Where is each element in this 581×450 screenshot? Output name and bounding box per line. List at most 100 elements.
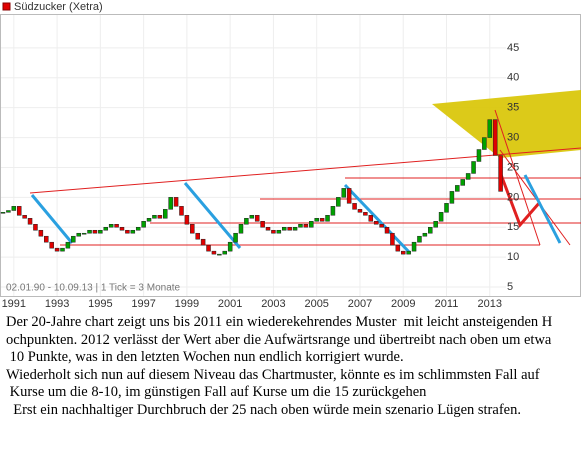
blue-line (343, 183, 412, 255)
candle (6, 210, 11, 213)
candle (190, 224, 195, 234)
y-tick-label: 45 (507, 42, 519, 54)
y-tick-label: 15 (507, 221, 519, 233)
chart: Südzucker (Xetra) 02.01.90 - 10.09.13 | … (0, 1, 581, 310)
text-line: 10 Punkte, was in den letzten Wochen nun… (6, 349, 404, 365)
candle (406, 250, 411, 255)
candle (119, 226, 125, 231)
candle (33, 224, 38, 231)
candle (0, 212, 6, 214)
candle (482, 137, 487, 150)
candle (438, 212, 444, 222)
candle (141, 221, 146, 228)
candle (390, 232, 395, 246)
x-tick-label: 2009 (391, 298, 415, 310)
y-tick-label: 30 (507, 131, 519, 143)
candle (98, 229, 103, 234)
candle (71, 235, 76, 243)
y-tick-label: 10 (507, 251, 519, 263)
candle (276, 229, 282, 234)
candle (341, 188, 346, 198)
candle (179, 206, 184, 216)
candle (330, 206, 336, 216)
candle (455, 185, 460, 192)
x-tick-label: 2003 (261, 298, 285, 310)
trend-line (29, 147, 581, 194)
blue-line (183, 182, 242, 249)
x-tick-label: 2001 (218, 298, 242, 310)
candle (309, 221, 314, 228)
candle (487, 119, 493, 138)
x-tick-label: 2011 (435, 298, 459, 310)
annotations (29, 90, 581, 255)
x-tick-label: 1991 (2, 298, 26, 310)
candle (195, 232, 200, 240)
candle (200, 238, 206, 246)
text-line: Wiederholt sich nun auf diesem Niveau da… (6, 366, 540, 383)
channel-line (494, 109, 541, 246)
candle (244, 218, 249, 225)
x-tick-label: 2007 (348, 298, 372, 310)
candle (433, 221, 438, 228)
candle (65, 241, 71, 249)
legend-swatch (2, 2, 11, 11)
candle (265, 226, 271, 231)
y-tick-label: 35 (507, 102, 519, 114)
candle (92, 229, 98, 234)
candle (271, 229, 276, 234)
y-tick-label: 5 (507, 281, 513, 293)
candle (217, 253, 222, 256)
candle (254, 215, 260, 222)
candle (103, 226, 109, 231)
candle (298, 224, 303, 228)
y-tick-label: 25 (507, 161, 519, 173)
x-tick-label: 2013 (478, 298, 502, 310)
candle (238, 224, 244, 234)
forecast-arrow (498, 171, 542, 228)
candle (168, 197, 173, 210)
candle (87, 229, 92, 234)
candle (152, 215, 157, 219)
candle (146, 218, 152, 222)
candle (346, 188, 352, 204)
x-tick-label: 1995 (88, 298, 112, 310)
candle (184, 215, 190, 225)
candle (325, 215, 330, 222)
candle (16, 206, 22, 216)
candle (222, 250, 228, 255)
candle (395, 244, 401, 252)
y-tick-label: 20 (507, 191, 519, 203)
x-tick-label: 1997 (131, 298, 155, 310)
candle (125, 229, 130, 234)
candle (471, 161, 476, 174)
candle (173, 197, 179, 207)
candle (476, 149, 482, 162)
text-line: Erst ein nachhaltiger Durchbruch der 25 … (6, 401, 521, 418)
yellow-zone (432, 90, 581, 158)
candle (38, 229, 44, 237)
x-tick-label: 1993 (45, 298, 69, 310)
candle (281, 226, 287, 231)
candle (357, 209, 363, 213)
candle (287, 226, 292, 231)
blue-line (523, 174, 562, 244)
candle (303, 224, 309, 228)
candle (368, 215, 374, 222)
candle (314, 218, 319, 222)
candle (81, 232, 87, 235)
candle (114, 224, 119, 228)
description: Der 20-Jahre chart zeigt uns bis 2011 ei… (6, 314, 581, 419)
candle (363, 212, 368, 216)
candle (292, 226, 298, 231)
candle (130, 229, 136, 234)
candle (373, 221, 379, 225)
candle (449, 191, 455, 204)
candle (465, 173, 471, 180)
candle (27, 218, 33, 225)
candle (400, 250, 406, 255)
candle (44, 235, 49, 243)
text-line: Kurse um die 8-10, im günstigen Fall auf… (6, 384, 427, 400)
candle (233, 232, 238, 243)
candle (492, 119, 498, 156)
